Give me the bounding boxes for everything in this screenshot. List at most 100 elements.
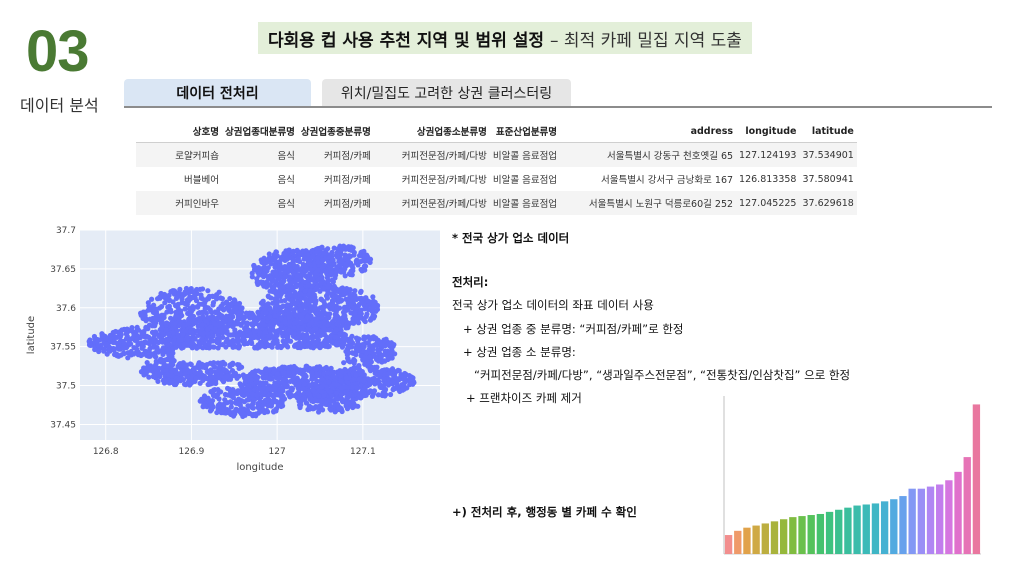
data-point — [160, 351, 166, 358]
data-point — [194, 286, 200, 293]
data-point — [139, 340, 145, 346]
bar — [871, 503, 880, 554]
y-tick-label: 37.55 — [50, 343, 76, 353]
data-point — [338, 378, 344, 384]
data-point — [228, 404, 234, 410]
data-point — [332, 334, 339, 340]
data-point — [289, 387, 295, 393]
data-point — [271, 283, 277, 289]
data-point — [314, 332, 321, 338]
data-point — [153, 358, 159, 364]
data-point — [345, 356, 351, 362]
data-point — [298, 273, 304, 279]
data-point — [170, 362, 176, 368]
data-point — [299, 325, 305, 331]
data-point — [341, 292, 347, 298]
data-point — [282, 319, 288, 325]
data-point — [145, 326, 151, 332]
data-point — [182, 371, 188, 377]
notes-line: 전국 상가 업소 데이터의 좌표 데이터 사용 — [452, 298, 654, 312]
tab-preprocessing[interactable]: 데이터 전처리 — [124, 79, 311, 106]
bar — [945, 480, 953, 554]
data-point — [230, 413, 237, 419]
data-point — [348, 262, 355, 269]
data-point — [151, 364, 158, 370]
data-point — [357, 395, 364, 401]
data-point — [316, 393, 322, 399]
data-point — [398, 372, 404, 379]
data-point — [293, 335, 299, 341]
data-point — [138, 310, 144, 316]
data-point — [329, 257, 336, 263]
data-point — [190, 313, 197, 320]
data-point — [385, 371, 391, 377]
data-point — [353, 335, 360, 341]
data-point — [218, 360, 224, 366]
data-point — [252, 333, 258, 339]
data-point — [292, 293, 298, 299]
data-point — [308, 320, 315, 326]
data-point — [258, 386, 265, 393]
data-point — [259, 381, 265, 387]
data-point — [111, 333, 117, 340]
data-point — [178, 308, 184, 314]
data-point — [313, 326, 319, 332]
data-point — [199, 322, 205, 328]
data-point — [325, 277, 331, 283]
data-point — [182, 306, 188, 312]
data-point — [202, 306, 208, 312]
data-point — [374, 302, 381, 309]
data-point — [230, 393, 236, 399]
data-point — [278, 315, 284, 322]
data-point — [195, 362, 201, 368]
data-point — [249, 391, 255, 397]
cell: 음식 — [222, 191, 298, 215]
data-point — [197, 318, 203, 324]
data-point — [276, 266, 283, 272]
data-point — [139, 330, 145, 336]
x-tick-label: 126.8 — [93, 447, 119, 457]
data-point — [158, 356, 164, 362]
data-point — [296, 398, 302, 404]
data-point — [334, 401, 341, 407]
data-point — [193, 320, 199, 326]
data-point — [345, 350, 351, 356]
bar — [972, 404, 981, 554]
bar — [825, 511, 834, 554]
data-point — [347, 293, 353, 299]
tab-clustering[interactable]: 위치/밀집도 고려한 상권 클러스터링 — [322, 79, 571, 106]
data-point — [264, 279, 270, 285]
data-point — [203, 375, 210, 382]
cell: 37.534901 — [799, 142, 857, 167]
data-point — [335, 342, 341, 348]
data-point — [199, 396, 205, 402]
data-point — [206, 341, 212, 347]
data-point — [355, 403, 361, 409]
data-point — [278, 391, 284, 397]
data-point — [272, 296, 278, 302]
data-point — [350, 268, 356, 274]
data-point — [263, 337, 269, 343]
data-point — [175, 333, 181, 339]
data-point — [238, 389, 244, 396]
data-point — [125, 355, 131, 361]
data-point — [192, 343, 198, 349]
data-point — [196, 340, 203, 347]
data-point — [288, 286, 294, 292]
data-point — [362, 263, 369, 269]
data-point — [309, 376, 315, 382]
data-point — [345, 306, 351, 312]
data-point — [324, 295, 331, 301]
data-point — [244, 391, 250, 397]
data-point — [328, 270, 335, 276]
data-point — [331, 381, 337, 387]
data-point — [278, 366, 284, 372]
data-point — [210, 302, 216, 308]
data-point — [314, 371, 320, 377]
cell: 커피전문점/카페/다방 — [373, 142, 490, 167]
data-point — [226, 304, 232, 310]
data-point — [375, 392, 381, 398]
data-point — [341, 360, 347, 366]
data-point — [323, 250, 329, 257]
data-point — [123, 336, 130, 342]
